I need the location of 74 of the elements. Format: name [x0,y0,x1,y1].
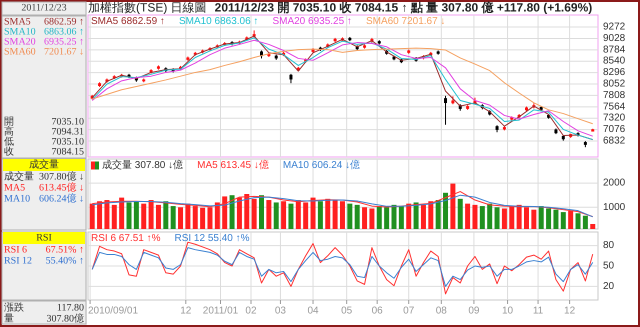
text: 成交量 [4,170,34,182]
x-tick-label: 12 [564,306,576,316]
x-tick-label: 07 [403,306,415,316]
text: 6863.06 ↑ [44,26,84,38]
x-tick-label: 11 [532,306,544,316]
x-tick-label: 2010/09/01 [88,306,138,316]
x-tick-label: 08 [436,306,448,316]
legend-label: 成交量 307.80 ↓億 [102,159,184,171]
text: MA10 606.24 ↓億 [282,159,360,171]
text: 2011/12/23 [21,2,67,14]
y-tick-label: 2000 [603,178,626,189]
text: 收 [4,146,14,158]
text: 高 [4,126,14,138]
text: 606.24億 ↓ [39,192,84,204]
y-tick-label: 6832 [603,136,626,147]
x-tick-label: 04 [307,306,320,316]
text: 613.45億 ↓ [39,182,84,194]
text: MA10 [4,194,30,204]
y-tick-label: 20 [603,280,615,292]
text: 55.40% ↑ [46,256,84,266]
series-label: SMA10 6863.06 ↑ [178,16,258,27]
x-tick-label: 05 [341,306,353,316]
text: 307.80億 ↓ [39,170,84,182]
text: SMA5 [4,16,31,28]
y-tick-label: 7076 [603,124,626,136]
text: SMA10 [4,26,36,38]
text: 117.80 [56,302,84,314]
text: 7035.10 [52,136,84,148]
y-tick-label: 80 [603,240,615,252]
text: 67.51% ↑ [46,244,84,256]
text: 低 [4,136,14,148]
x-tick-label: 09 [468,306,480,316]
text: RSI 6 [4,244,28,256]
y-tick-label: 9028 [603,32,626,44]
text: 漲跌 [4,302,24,314]
text: RSI [36,232,52,244]
text: SMA60 [4,46,36,58]
text: SMA20 [4,36,36,48]
series-label: SMA20 6935.25 ↑ [272,16,352,27]
y-tick-label: 8052 [603,78,626,90]
chart-subtitle: 2011/12/23 開 7035.10 收 7084.15 ↑ 點 量 307.80 億 +117.80 (+1.69%) [214,0,592,14]
y-tick-label: 1000 [603,202,626,213]
x-tick-label: 02 [245,306,257,316]
text: MA5 [4,182,26,194]
text: 6862.59 ↑ [44,16,84,28]
y-tick-label: 50 [603,260,615,272]
text: 7084.15 [52,146,84,158]
x-tick-label: 03 [274,306,286,316]
x-tick-label: 12 [180,306,192,316]
y-tick-label: 8784 [603,44,626,56]
y-tick-label: 9272 [603,22,626,33]
y-tick-label: 7564 [603,101,626,112]
series-label: RSI 12 55.40 ↑% [174,233,250,244]
text: 量 [4,314,14,324]
x-tick-label: 06 [372,306,384,316]
text: MA5 613.45 ↓億 [197,159,269,171]
text: 6935.25 ↑ [44,36,84,48]
y-tick-label: 7320 [603,112,626,124]
text: 成交量 [29,158,59,170]
series-label: RSI 6 67.51 ↑% [91,233,161,244]
chart-title: 加權指數(TSE) 日線圖 [88,0,207,14]
y-tick-label: 8296 [603,67,626,78]
x-tick-label: 10 [502,306,514,316]
text: RSI 12 [4,256,32,266]
y-tick-label: 8540 [603,56,626,67]
y-tick-label: 7808 [603,90,626,101]
text: 7035.10 [52,116,84,128]
text: 7201.67 ↓ [44,46,84,58]
text: 307.80億 [46,312,84,324]
text: SMA5 6862.59 ↑ [91,16,165,27]
text: 7094.31 [52,126,84,138]
text: 開 [4,116,14,128]
text: SMA60 7201.67 ↓ [366,16,446,27]
x-tick-label: 2011/01 [202,306,239,316]
